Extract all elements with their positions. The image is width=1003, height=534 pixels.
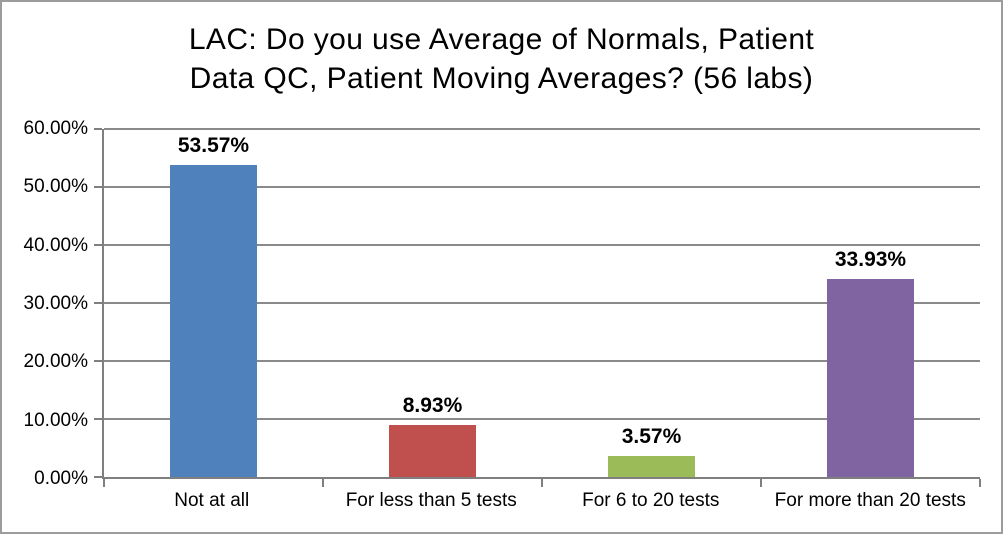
- x-category-label: For less than 5 tests: [345, 490, 517, 511]
- bar-not-at-all: [169, 164, 258, 477]
- y-axis-tick: [94, 128, 102, 130]
- x-axis-tick: [541, 479, 543, 487]
- bar-for-more-than-20-tests: [826, 279, 915, 477]
- y-tick-label: 30.00%: [23, 293, 88, 314]
- y-tick-label: 60.00%: [23, 118, 88, 139]
- y-tick-label: 50.00%: [23, 176, 88, 198]
- chart-title-line-2: Data QC, Patient Moving Averages? (56 la…: [189, 62, 814, 95]
- gridline: [104, 302, 980, 304]
- x-category-label: For 6 to 20 tests: [582, 490, 720, 511]
- bar-value-label: 33.93%: [834, 248, 907, 272]
- x-category-label: For more than 20 tests: [774, 490, 966, 511]
- y-tick-label: 0.00%: [34, 468, 88, 489]
- gridline: [104, 418, 980, 421]
- bar-slot: 53.57%: [104, 129, 323, 477]
- x-axis-labels: Not at all For less than 5 tests For 6 to …: [102, 489, 980, 513]
- gridline: [104, 244, 980, 247]
- y-axis-tick: [94, 186, 102, 188]
- x-category-label: Not at all: [174, 490, 250, 511]
- y-tick-label: 40.00%: [23, 234, 88, 256]
- bar-slot: 33.93%: [761, 129, 980, 477]
- gridline: [104, 186, 980, 188]
- gridline: [104, 128, 980, 130]
- bar-value-label: 3.57%: [621, 425, 682, 449]
- bar-value-label: 53.57%: [177, 133, 250, 157]
- y-tick-label: 20.00%: [23, 351, 88, 373]
- chart-title-line-1: LAC: Do you use Average of Normals, Pati…: [188, 23, 815, 56]
- y-axis-tick: [94, 476, 102, 478]
- chart-title: LAC: Do you use Average of Normals, Pati…: [2, 20, 1001, 98]
- y-axis-tick: [94, 302, 102, 304]
- bar-for-less-than-5-tests: [388, 424, 477, 477]
- bar-slot: 3.57%: [542, 129, 761, 477]
- y-axis-tick: [94, 418, 102, 421]
- gridline: [104, 360, 980, 363]
- y-axis-tick: [94, 244, 102, 247]
- y-axis-tick: [94, 360, 102, 363]
- bar-value-label: 8.93%: [402, 393, 463, 417]
- plot-area: 53.57% 8.93% 3.57% 33.93%: [94, 128, 981, 487]
- x-axis-tick: [760, 479, 762, 487]
- y-tick-label: 10.00%: [23, 409, 88, 431]
- bar-slot: 8.93%: [323, 129, 542, 477]
- y-axis-labels: 0.00% 10.00% 20.00% 30.00% 40.00% 50.00% 60.00…: [2, 118, 88, 489]
- x-axis-tick: [979, 479, 981, 487]
- bar-for-6-to-20-tests: [607, 456, 696, 477]
- x-axis-tick: [103, 479, 105, 487]
- x-axis-tick: [322, 479, 324, 487]
